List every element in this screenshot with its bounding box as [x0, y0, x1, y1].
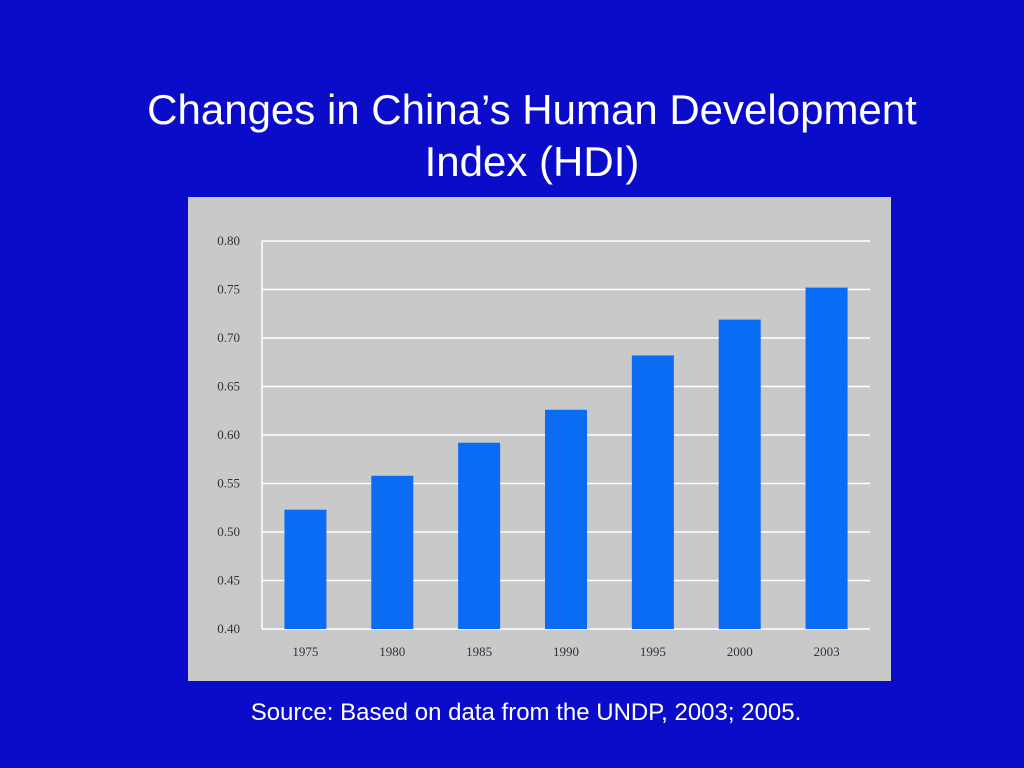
bar-1975: [284, 509, 327, 629]
x-tick-label: 1980: [379, 644, 405, 659]
y-tick-label: 0.50: [217, 524, 240, 539]
x-tick-label: 1995: [640, 644, 666, 659]
y-tick-label: 0.65: [217, 379, 240, 394]
bar-1985: [458, 442, 501, 629]
slide-title-line-2: Index (HDI): [424, 138, 640, 185]
chart-panel: 0.40 0.45 0.50 0.55 0.60 0.65 0.70 0.75 0.80 1975…: [188, 197, 891, 681]
bar-1990: [545, 409, 587, 629]
slide-title-line-1: Changes in China’s Human Development: [147, 86, 917, 133]
slide-title: Changes in China’s Human Development Ind…: [60, 84, 1004, 188]
y-tick-label: 0.80: [217, 233, 240, 248]
x-tick-label: 2000: [727, 644, 753, 659]
x-tick-label: 1990: [553, 644, 579, 659]
y-tick-label: 0.60: [217, 427, 240, 442]
bar-1980: [371, 475, 414, 629]
y-tick-label: 0.70: [217, 330, 240, 345]
bar-2000: [718, 319, 761, 629]
x-tick-label: 1975: [292, 644, 318, 659]
x-tick-label: 2003: [814, 644, 840, 659]
bar-1995: [631, 355, 674, 629]
source-note: Source: Based on data from the UNDP, 200…: [250, 699, 802, 726]
bar-2003: [805, 287, 848, 629]
x-tick-label: 1985: [466, 644, 492, 659]
y-tick-label: 0.40: [217, 621, 240, 636]
y-tick-label: 0.55: [217, 476, 240, 491]
y-tick-label: 0.75: [217, 282, 240, 297]
hdi-bar-chart: 0.40 0.45 0.50 0.55 0.60 0.65 0.70 0.75 0.80 1975…: [217, 233, 870, 659]
y-tick-label: 0.45: [217, 573, 240, 588]
